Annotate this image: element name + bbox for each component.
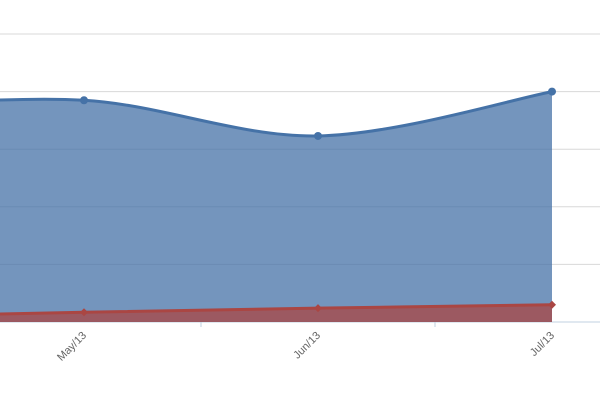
area-line	[0, 90, 553, 138]
point-marker	[314, 131, 322, 140]
x-tick-label: Jul/13	[528, 330, 557, 359]
point-marker	[548, 300, 556, 309]
point-marker	[80, 308, 88, 317]
point-marker	[80, 96, 88, 105]
point-marker	[314, 304, 322, 313]
x-tick-label: May/13	[55, 330, 89, 364]
point-marker	[548, 87, 556, 96]
x-tick-label: Jun/13	[291, 330, 323, 362]
area-fill	[0, 91, 552, 322]
area-fill	[0, 304, 552, 322]
area-line	[0, 303, 553, 316]
